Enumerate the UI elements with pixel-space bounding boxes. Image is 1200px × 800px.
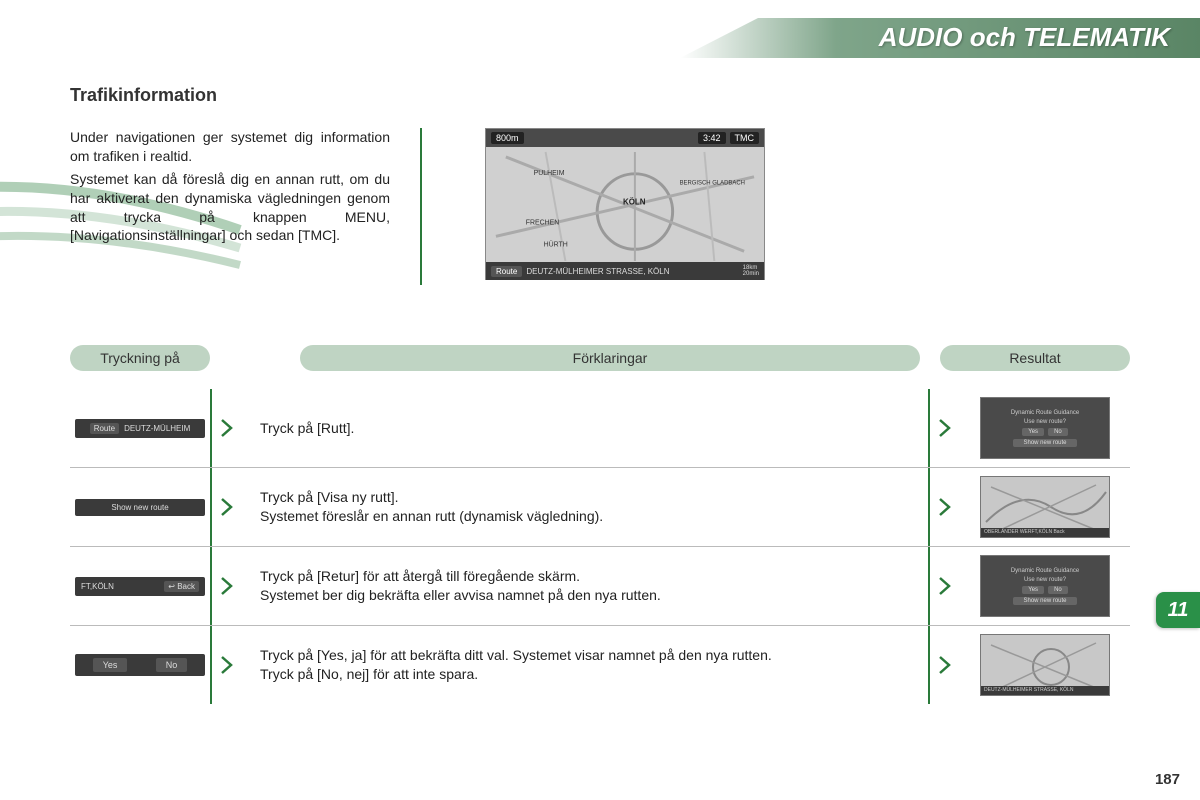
result-thumb-map: OBERLÄNDER WERFT,KÖLN Back <box>980 476 1110 538</box>
result-thumb-dialog: Dynamic Route Guidance Use new route? Ye… <box>980 555 1110 617</box>
table-row: Show new route Tryck på [Visa ny rutt]. … <box>70 468 1130 547</box>
nav-time: 3:42 <box>698 132 726 144</box>
table-row: FT,KÖLN ↩ Back Tryck på [Retur] för att … <box>70 547 1130 626</box>
row-explain: Tryck på [Retur] för att återgå till för… <box>242 567 928 605</box>
intro-row: Under navigationen ger systemet dig info… <box>70 128 1130 280</box>
section-title: Trafikinformation <box>70 85 1130 106</box>
nav-distance-info: 18km 20min <box>743 265 759 277</box>
table-row: Yes No Tryck på [Yes, ja] för att bekräf… <box>70 626 1130 704</box>
row-button-yesno: Yes No <box>75 654 205 676</box>
chevron-right-icon <box>219 496 235 518</box>
nav-map-area: PULHEIM KÖLN FRECHEN HÜRTH BERGISCH GLAD… <box>486 147 764 262</box>
instruction-table: Tryckning på Förklaringar Resultat Route… <box>70 345 1130 704</box>
chevron-right-icon <box>937 654 953 676</box>
svg-text:PULHEIM: PULHEIM <box>534 170 565 177</box>
table-row: Route DEUTZ-MÜLHEIM Tryck på [Rutt]. Dyn… <box>70 389 1130 468</box>
intro-text: Under navigationen ger systemet dig info… <box>70 128 390 249</box>
intro-divider <box>420 128 422 285</box>
nav-route-btn: Route <box>491 266 522 277</box>
svg-text:BERGISCH GLADBACH: BERGISCH GLADBACH <box>680 181 745 187</box>
svg-text:HÜRTH: HÜRTH <box>544 240 568 248</box>
svg-text:FRECHEN: FRECHEN <box>526 219 560 226</box>
intro-p1: Under navigationen ger systemet dig info… <box>70 128 390 166</box>
chapter-tab: 11 <box>1156 592 1200 628</box>
chevron-right-icon <box>219 417 235 439</box>
col-header-press: Tryckning på <box>70 345 210 371</box>
row-explain: Tryck på [Yes, ja] för att bekräfta ditt… <box>242 646 928 684</box>
svg-text:KÖLN: KÖLN <box>623 198 646 207</box>
col-header-result: Resultat <box>940 345 1130 371</box>
row-explain: Tryck på [Rutt]. <box>242 419 928 438</box>
intro-p2: Systemet kan då föreslå dig en annan rut… <box>70 170 390 246</box>
nav-screenshot: 800m 3:42 TMC PULHEIM KÖLN FRECHEN <box>485 128 765 280</box>
chevron-right-icon <box>219 654 235 676</box>
nav-tmc: TMC <box>730 132 760 144</box>
nav-street: DEUTZ-MÜLHEIMER STRASSE, KÖLN <box>526 267 669 276</box>
result-thumb-dialog: Dynamic Route Guidance Use new route? Ye… <box>980 397 1110 459</box>
page-header: AUDIO och TELEMATIK <box>879 22 1170 53</box>
nav-distance: 800m <box>491 132 524 144</box>
chevron-right-icon <box>219 575 235 597</box>
result-thumb-map: DEUTZ-MÜLHEIMER STRASSE, KÖLN <box>980 634 1110 696</box>
row-button-shownew: Show new route <box>75 499 205 516</box>
chevron-right-icon <box>937 496 953 518</box>
chevron-right-icon <box>937 575 953 597</box>
row-button-back: FT,KÖLN ↩ Back <box>75 577 205 596</box>
page-number: 187 <box>1155 771 1180 788</box>
row-explain: Tryck på [Visa ny rutt]. Systemet föresl… <box>242 488 928 526</box>
row-button-route: Route DEUTZ-MÜLHEIM <box>75 419 205 438</box>
chevron-right-icon <box>937 417 953 439</box>
table-header-row: Tryckning på Förklaringar Resultat <box>70 345 1130 371</box>
col-header-explain: Förklaringar <box>300 345 920 371</box>
